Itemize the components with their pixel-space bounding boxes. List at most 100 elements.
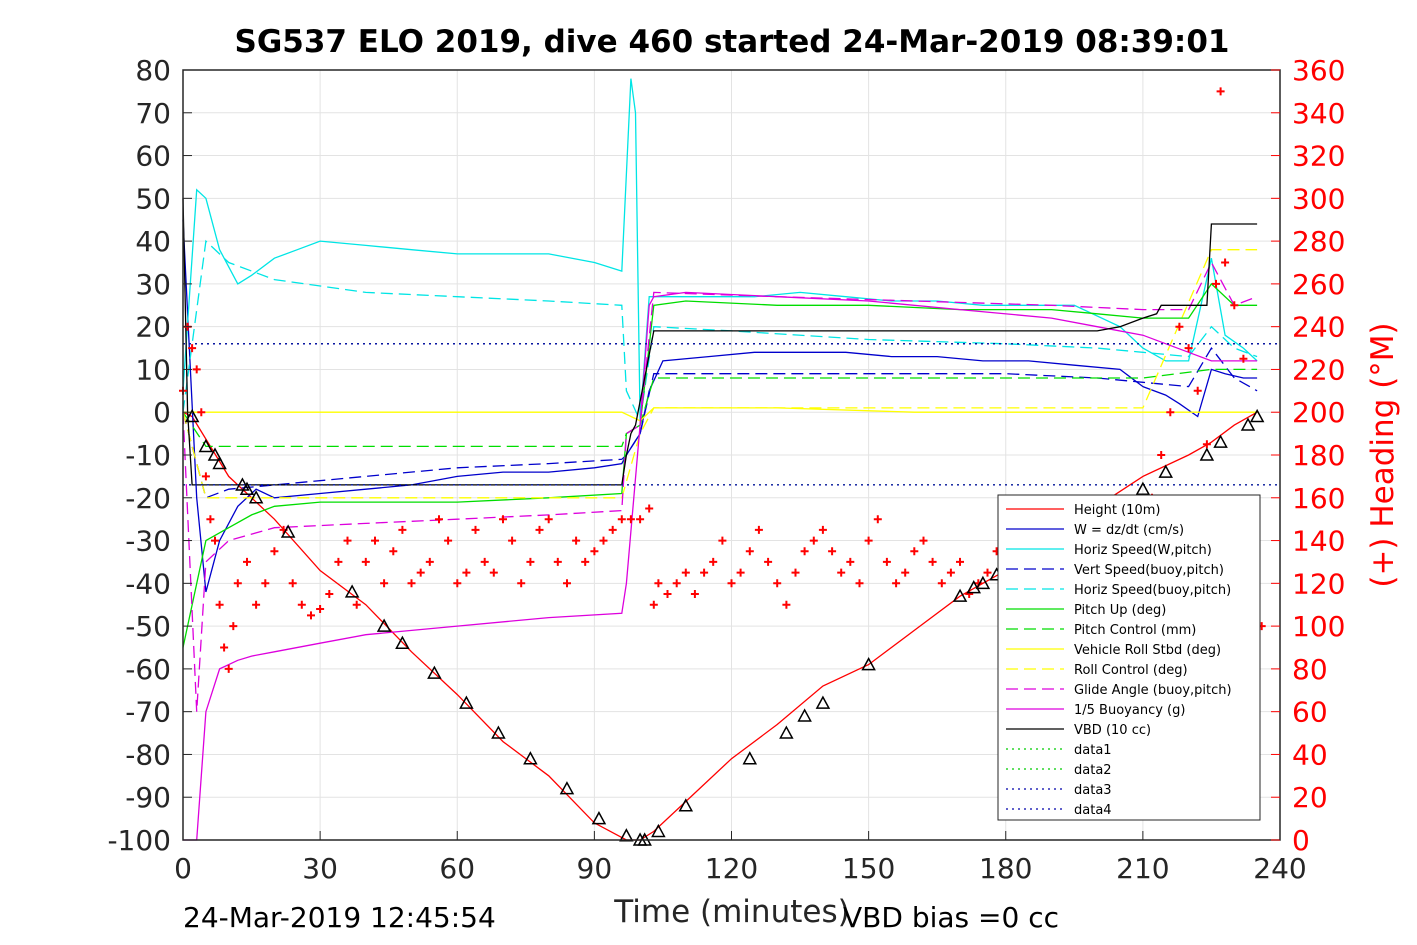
heading-point [243, 557, 251, 566]
heading-point [608, 525, 617, 534]
y2-tick-label: 0 [1292, 824, 1310, 857]
heading-point [636, 515, 645, 524]
triangle-marker [280, 524, 296, 538]
triangle-marker [1199, 447, 1215, 461]
y-tick-label: -70 [125, 696, 171, 729]
triangle-marker [1240, 417, 1256, 431]
heading-point [599, 536, 608, 545]
heading-point [270, 547, 279, 556]
heading-point [233, 579, 242, 588]
footer-timestamp: 24-Mar-2019 12:45:54 [183, 901, 496, 934]
triangle-marker [459, 695, 474, 709]
triangle-marker [815, 695, 831, 709]
triangle-marker [207, 447, 223, 461]
y-tick-label: 30 [135, 268, 171, 301]
legend-label-14: data3 [1074, 783, 1112, 798]
heading-point [544, 515, 553, 524]
series-line-1 [182, 219, 1258, 593]
x-tick-label: 180 [979, 852, 1032, 885]
triangle-marker [212, 455, 227, 470]
heading-point [1202, 440, 1211, 449]
heading-point [663, 590, 672, 598]
heading-point [211, 536, 219, 545]
heading-point [563, 579, 571, 588]
y-tick-label: 50 [135, 182, 171, 215]
series-layer [182, 78, 1280, 841]
heading-point [937, 579, 946, 588]
legend-label-6: Pitch Control (mm) [1074, 623, 1196, 638]
legend-label-2: Horiz Speed(W,pitch) [1074, 543, 1212, 558]
heading-point [462, 568, 471, 577]
heading-point [700, 568, 709, 577]
x-axis: 0 30 60 90 120 150 180 210 240 [174, 831, 1307, 885]
heading-point [672, 579, 681, 588]
x-tick-label: 150 [842, 852, 895, 885]
y-tick-label: 10 [135, 353, 171, 386]
triangle-marker [344, 584, 360, 598]
heading-point [892, 579, 901, 588]
heading-point [188, 344, 197, 353]
y2-tick-label: 80 [1292, 653, 1328, 686]
x-tick-label: 240 [1253, 852, 1306, 885]
legend-label-5: Pitch Up (deg) [1074, 603, 1166, 618]
heading-point [425, 557, 434, 566]
heading-point [764, 557, 773, 566]
heading-point [572, 536, 581, 545]
y-tick-label: -50 [125, 610, 171, 643]
triangle-marker [1135, 481, 1151, 495]
heading-point [261, 579, 270, 588]
legend-label-8: Roll Control (deg) [1074, 663, 1188, 678]
left-y-axis: 80 70 60 50 40 30 20 10 0 -10 -20 -30 -40 -50 -60 -70 -8… [107, 54, 192, 857]
heading-point [727, 579, 736, 588]
heading-point [201, 472, 210, 481]
heading-point [855, 579, 864, 588]
heading-point [910, 547, 919, 556]
heading-point [983, 568, 992, 577]
y2-tick-label: 280 [1292, 225, 1345, 258]
legend: Height (10m) W = dz/dt (cm/s) Horiz Speed(… [997, 494, 1261, 821]
heading-point [809, 536, 818, 545]
heading-point [480, 557, 489, 566]
triangle-marker [975, 575, 991, 590]
y2-tick-label: 220 [1292, 353, 1345, 386]
legend-label-13: data2 [1074, 763, 1112, 778]
heading-point [453, 579, 462, 588]
legend-label-0: Height (10m) [1074, 503, 1160, 518]
triangle-marker [395, 635, 410, 649]
heading-point [471, 525, 480, 534]
heading-point [535, 525, 544, 534]
y2-tick-label: 240 [1292, 311, 1345, 344]
triangle-marker [779, 725, 794, 739]
y2-tick-label: 160 [1292, 482, 1345, 515]
heading-point [649, 600, 658, 609]
triangle-marker [184, 408, 200, 423]
triangle-marker [559, 781, 575, 795]
heading-point [334, 557, 343, 566]
heading-point [745, 547, 754, 556]
heading-point [252, 600, 261, 609]
triangle-marker [861, 657, 876, 671]
heading-point [297, 600, 306, 609]
heading-point [435, 515, 443, 524]
heading-point [1157, 451, 1166, 459]
heading-point [325, 590, 334, 598]
y-tick-label: 70 [135, 97, 171, 130]
y-tick-label: 80 [135, 54, 171, 87]
heading-point [1184, 344, 1193, 353]
heading-point [818, 525, 827, 534]
heading-point [398, 525, 407, 534]
heading-point [626, 515, 635, 524]
x-axis-label: Time (minutes) [613, 894, 849, 930]
x-tick-label: 90 [577, 852, 613, 885]
triangle-marker [427, 665, 442, 679]
right-y-axis: 3603403203002802602402202001801601401201… [1271, 54, 1345, 857]
legend-label-9: Glide Angle (buoy,pitch) [1074, 683, 1232, 698]
heading-point [444, 536, 453, 545]
heading-point [229, 622, 238, 631]
heading-point [828, 547, 837, 556]
legend-label-12: data1 [1074, 743, 1112, 758]
y-tick-label: -60 [125, 653, 171, 686]
y-tick-label: 0 [153, 396, 171, 429]
heading-point [352, 600, 361, 609]
heading-point [617, 515, 626, 524]
